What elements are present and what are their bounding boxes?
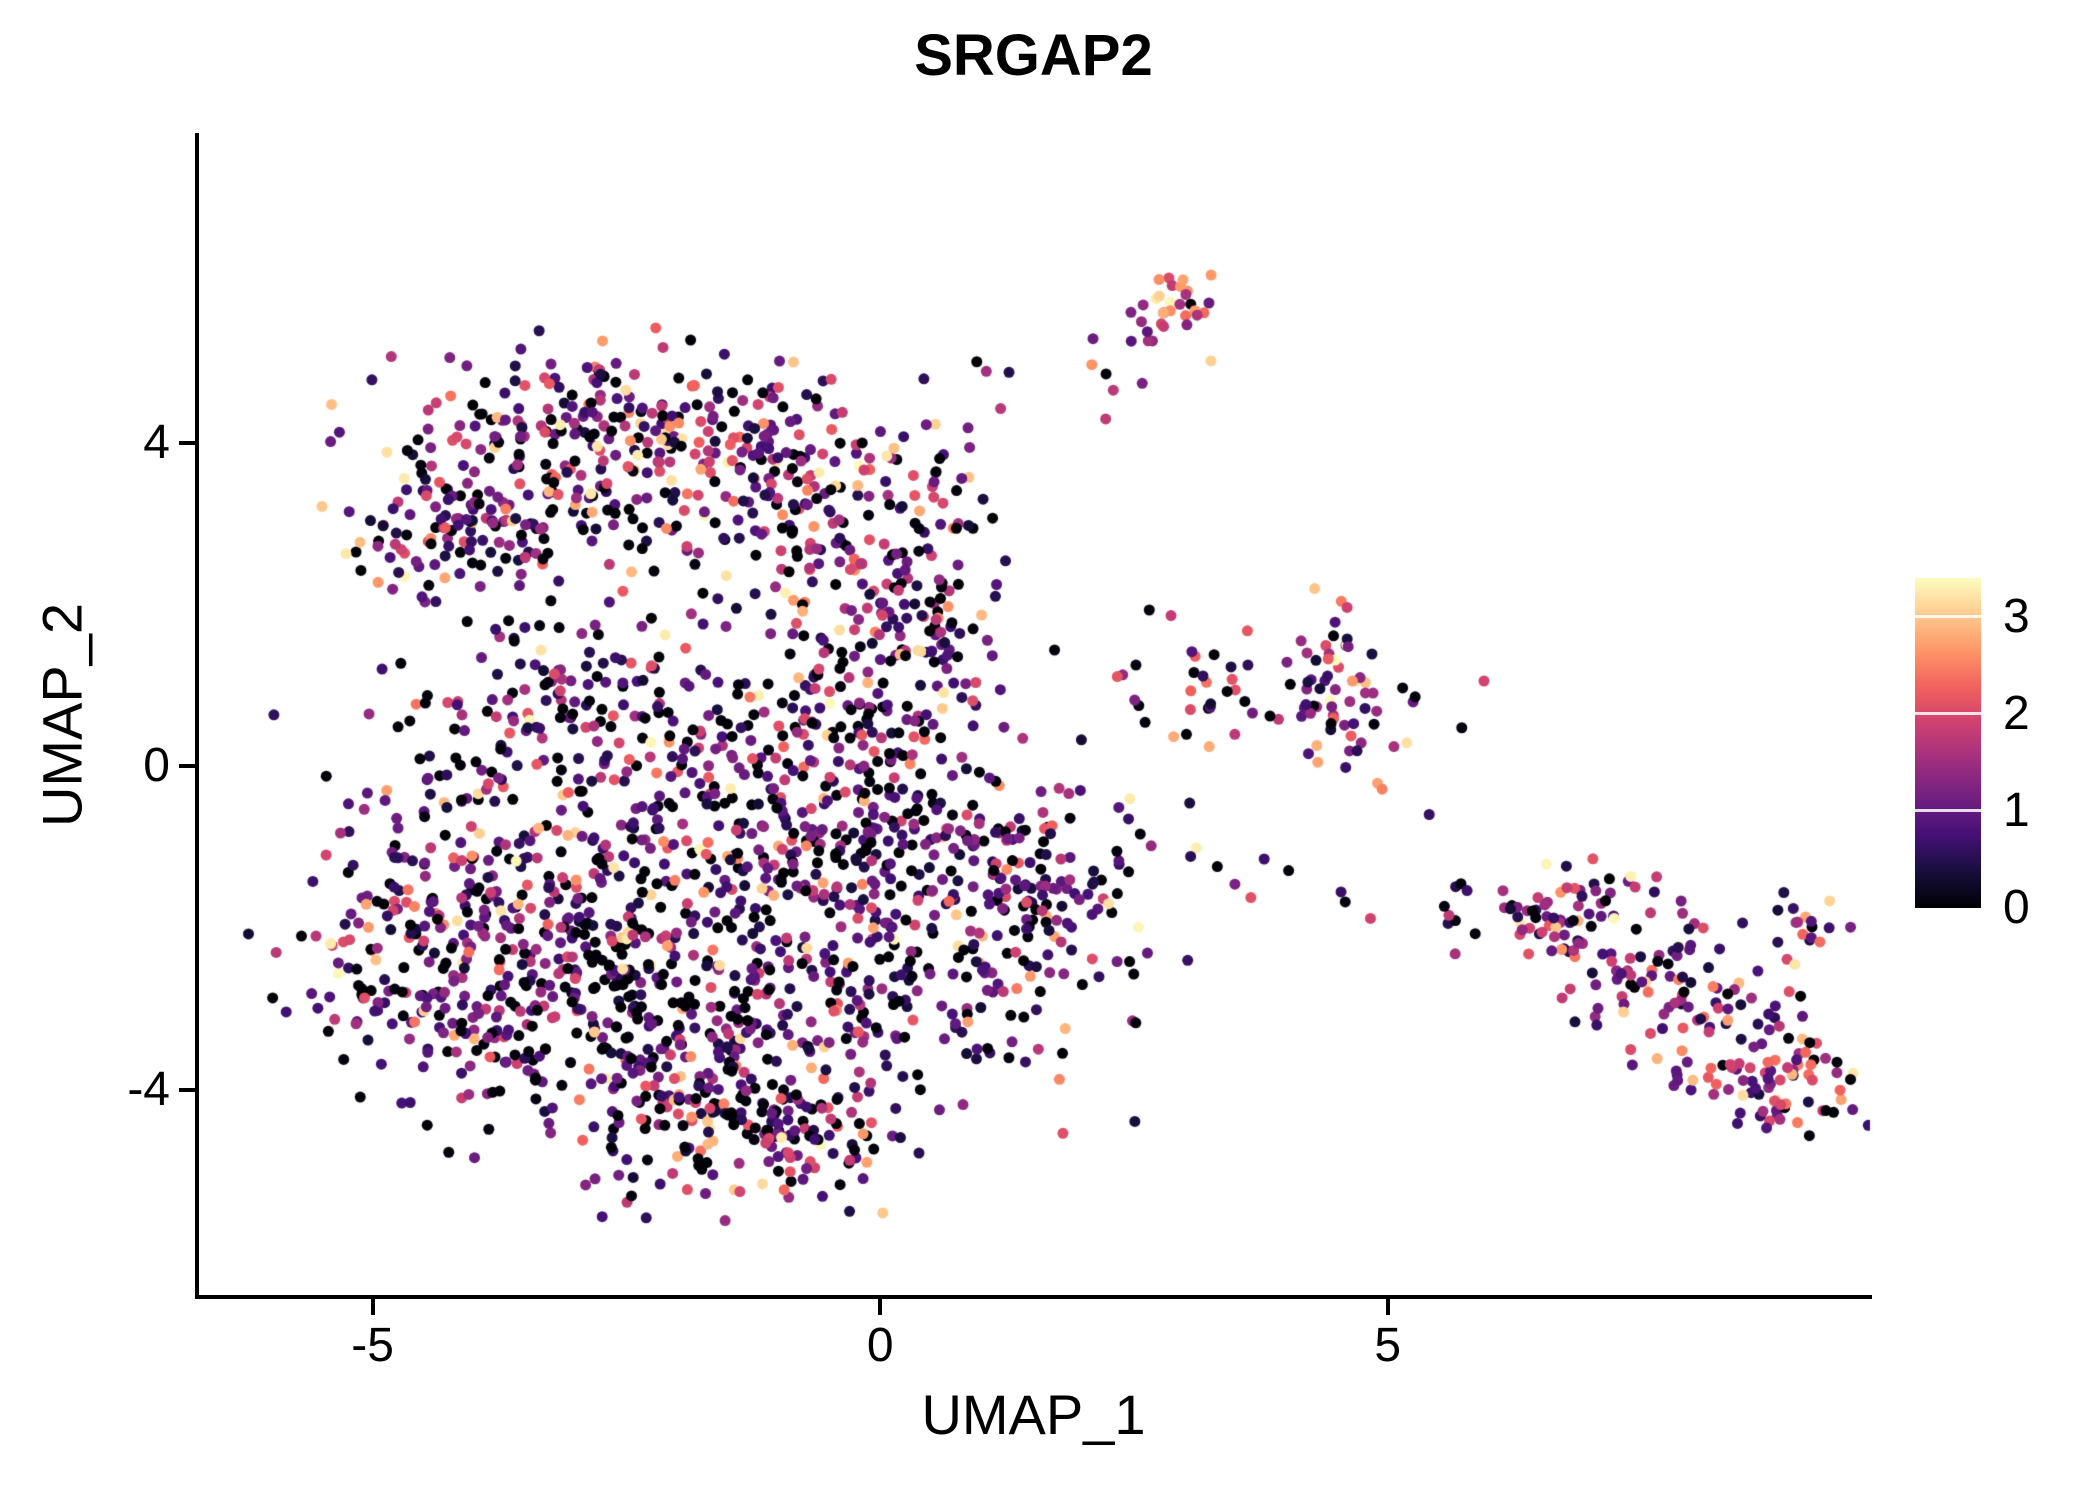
x-axis-tick-label: 0 — [866, 1319, 894, 1372]
y-axis-tick-label: 4 — [143, 415, 170, 469]
colorbar-tick-mark — [1915, 712, 1981, 716]
y-axis-tick-label: -4 — [127, 1063, 170, 1117]
x-axis-tick-label: -5 — [351, 1319, 394, 1372]
x-axis-tick-mark — [1385, 1299, 1390, 1315]
y-axis-tick-mark — [179, 440, 195, 445]
colorbar-tick-mark — [1915, 809, 1981, 813]
colorbar-tick-label: 0 — [2003, 881, 2030, 934]
colorbar-tick-label: 1 — [2003, 783, 2030, 837]
x-axis-tick-label: 5 — [1374, 1319, 1402, 1372]
x-axis-line — [195, 1295, 1872, 1299]
x-axis-tick-mark — [370, 1299, 375, 1315]
y-axis-tick-label: 0 — [143, 739, 170, 793]
colorbar-gradient — [1915, 578, 1981, 908]
colorbar-tick-mark — [1915, 615, 1981, 619]
x-axis-label: UMAP_1 — [921, 1383, 1146, 1446]
y-axis-tick-mark — [179, 764, 195, 769]
y-axis-tick-mark — [179, 1088, 195, 1093]
x-axis-tick-mark — [878, 1299, 883, 1315]
y-axis-line — [195, 133, 199, 1299]
colorbar-tick-label: 3 — [2003, 589, 2030, 643]
colorbar-tick-label: 2 — [2003, 686, 2030, 740]
